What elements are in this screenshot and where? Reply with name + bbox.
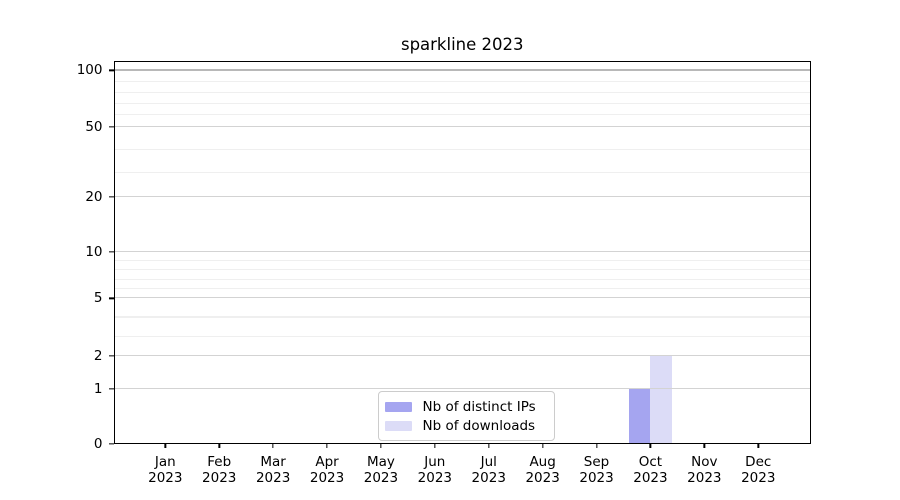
y-gridline-1 <box>113 387 811 389</box>
x-tick-label-jan: Jan 2023 <box>148 453 183 487</box>
y-tick-label-1: 1 <box>93 380 103 397</box>
y-tick-50 <box>109 126 114 128</box>
y-tick-10 <box>109 251 114 253</box>
x-tick-label-jun: Jun 2023 <box>417 453 453 487</box>
x-tick-oct <box>649 443 652 448</box>
x-tick-mar <box>272 443 274 448</box>
y-minor-gridline-30 <box>113 172 811 174</box>
x-tick-aug <box>541 443 544 448</box>
x-tick-label-apr: Apr 2023 <box>309 453 345 487</box>
y-minor-gridline-6 <box>113 287 811 289</box>
x-tick-jan <box>164 443 166 448</box>
x-tick-apr <box>326 443 328 448</box>
y-tick-label-2: 2 <box>93 347 103 364</box>
legend-label-0: Nb of distinct IPs <box>422 398 536 415</box>
x-tick-label-oct: Oct 2023 <box>633 453 668 487</box>
bar-oct-nb-of-distinct-ips <box>628 389 651 444</box>
y-minor-gridline-80 <box>113 91 811 93</box>
y-tick-label-0: 0 <box>93 435 103 452</box>
bar-oct-nb-of-downloads <box>650 355 672 444</box>
x-tick-nov <box>703 443 705 448</box>
x-tick-label-mar: Mar 2023 <box>255 453 291 487</box>
legend: Nb of distinct IPs Nb of downloads <box>377 391 555 441</box>
x-tick-label-dec: Dec 2023 <box>741 453 776 487</box>
x-tick-dec <box>757 443 759 448</box>
y-minor-gridline-9 <box>113 259 811 262</box>
legend-row-1: Nb of downloads <box>384 417 546 437</box>
x-tick-jun <box>434 443 436 448</box>
y-tick-100 <box>109 69 114 72</box>
y-gridline-50 <box>113 125 811 127</box>
y-minor-gridline-4 <box>113 316 811 318</box>
x-tick-label-feb: Feb 2023 <box>202 453 237 487</box>
y-gridline-20 <box>113 195 811 197</box>
legend-swatch-1 <box>384 421 412 432</box>
legend-row-0: Nb of distinct IPs <box>384 397 546 417</box>
y-minor-gridline-7 <box>113 278 811 280</box>
plot-area: Nb of distinct IPs Nb of downloads 0 1 2 5 10… <box>77 61 812 486</box>
y-tick-20 <box>109 196 114 198</box>
y-minor-gridline-3 <box>113 335 811 337</box>
y-minor-gridline-40 <box>113 148 811 151</box>
x-tick-feb <box>218 443 220 448</box>
x-tick-label-sep: Sep 2023 <box>579 453 614 487</box>
legend-swatch-0 <box>384 401 412 412</box>
y-gridline-5 <box>113 297 811 299</box>
y-gridline-100 <box>113 69 811 71</box>
x-tick-label-aug: Aug 2023 <box>525 453 560 487</box>
grid-layer <box>113 61 811 444</box>
x-tick-may <box>380 443 382 448</box>
x-tick-label-jul: Jul 2023 <box>471 453 506 487</box>
y-tick-1 <box>109 388 114 390</box>
chart-title: sparkline 2023 <box>400 35 524 54</box>
y-tick-label-20: 20 <box>85 188 103 205</box>
x-tick-label-nov: Nov 2023 <box>687 453 722 487</box>
y-minor-gridline-60 <box>113 114 811 116</box>
y-tick-label-10: 10 <box>85 243 103 260</box>
y-gridline-2 <box>113 354 811 356</box>
y-minor-gridline-90 <box>113 80 811 82</box>
x-tick-sep <box>595 443 598 448</box>
x-tick-jul <box>488 443 490 448</box>
y-tick-label-50: 50 <box>85 118 103 135</box>
y-tick-2 <box>109 355 114 357</box>
y-minor-gridline-8 <box>113 269 811 271</box>
legend-items: Nb of distinct IPs Nb of downloads <box>384 397 546 437</box>
x-tick-label-may: May 2023 <box>363 453 399 487</box>
legend-label-1: Nb of downloads <box>422 418 536 435</box>
y-tick-5 <box>109 297 114 299</box>
y-minor-gridline-70 <box>113 103 811 105</box>
y-tick-0 <box>109 442 114 445</box>
bars-layer <box>114 61 812 444</box>
y-tick-label-100: 100 <box>76 62 103 79</box>
y-gridline-10 <box>113 250 811 252</box>
y-tick-label-5: 5 <box>93 290 103 307</box>
